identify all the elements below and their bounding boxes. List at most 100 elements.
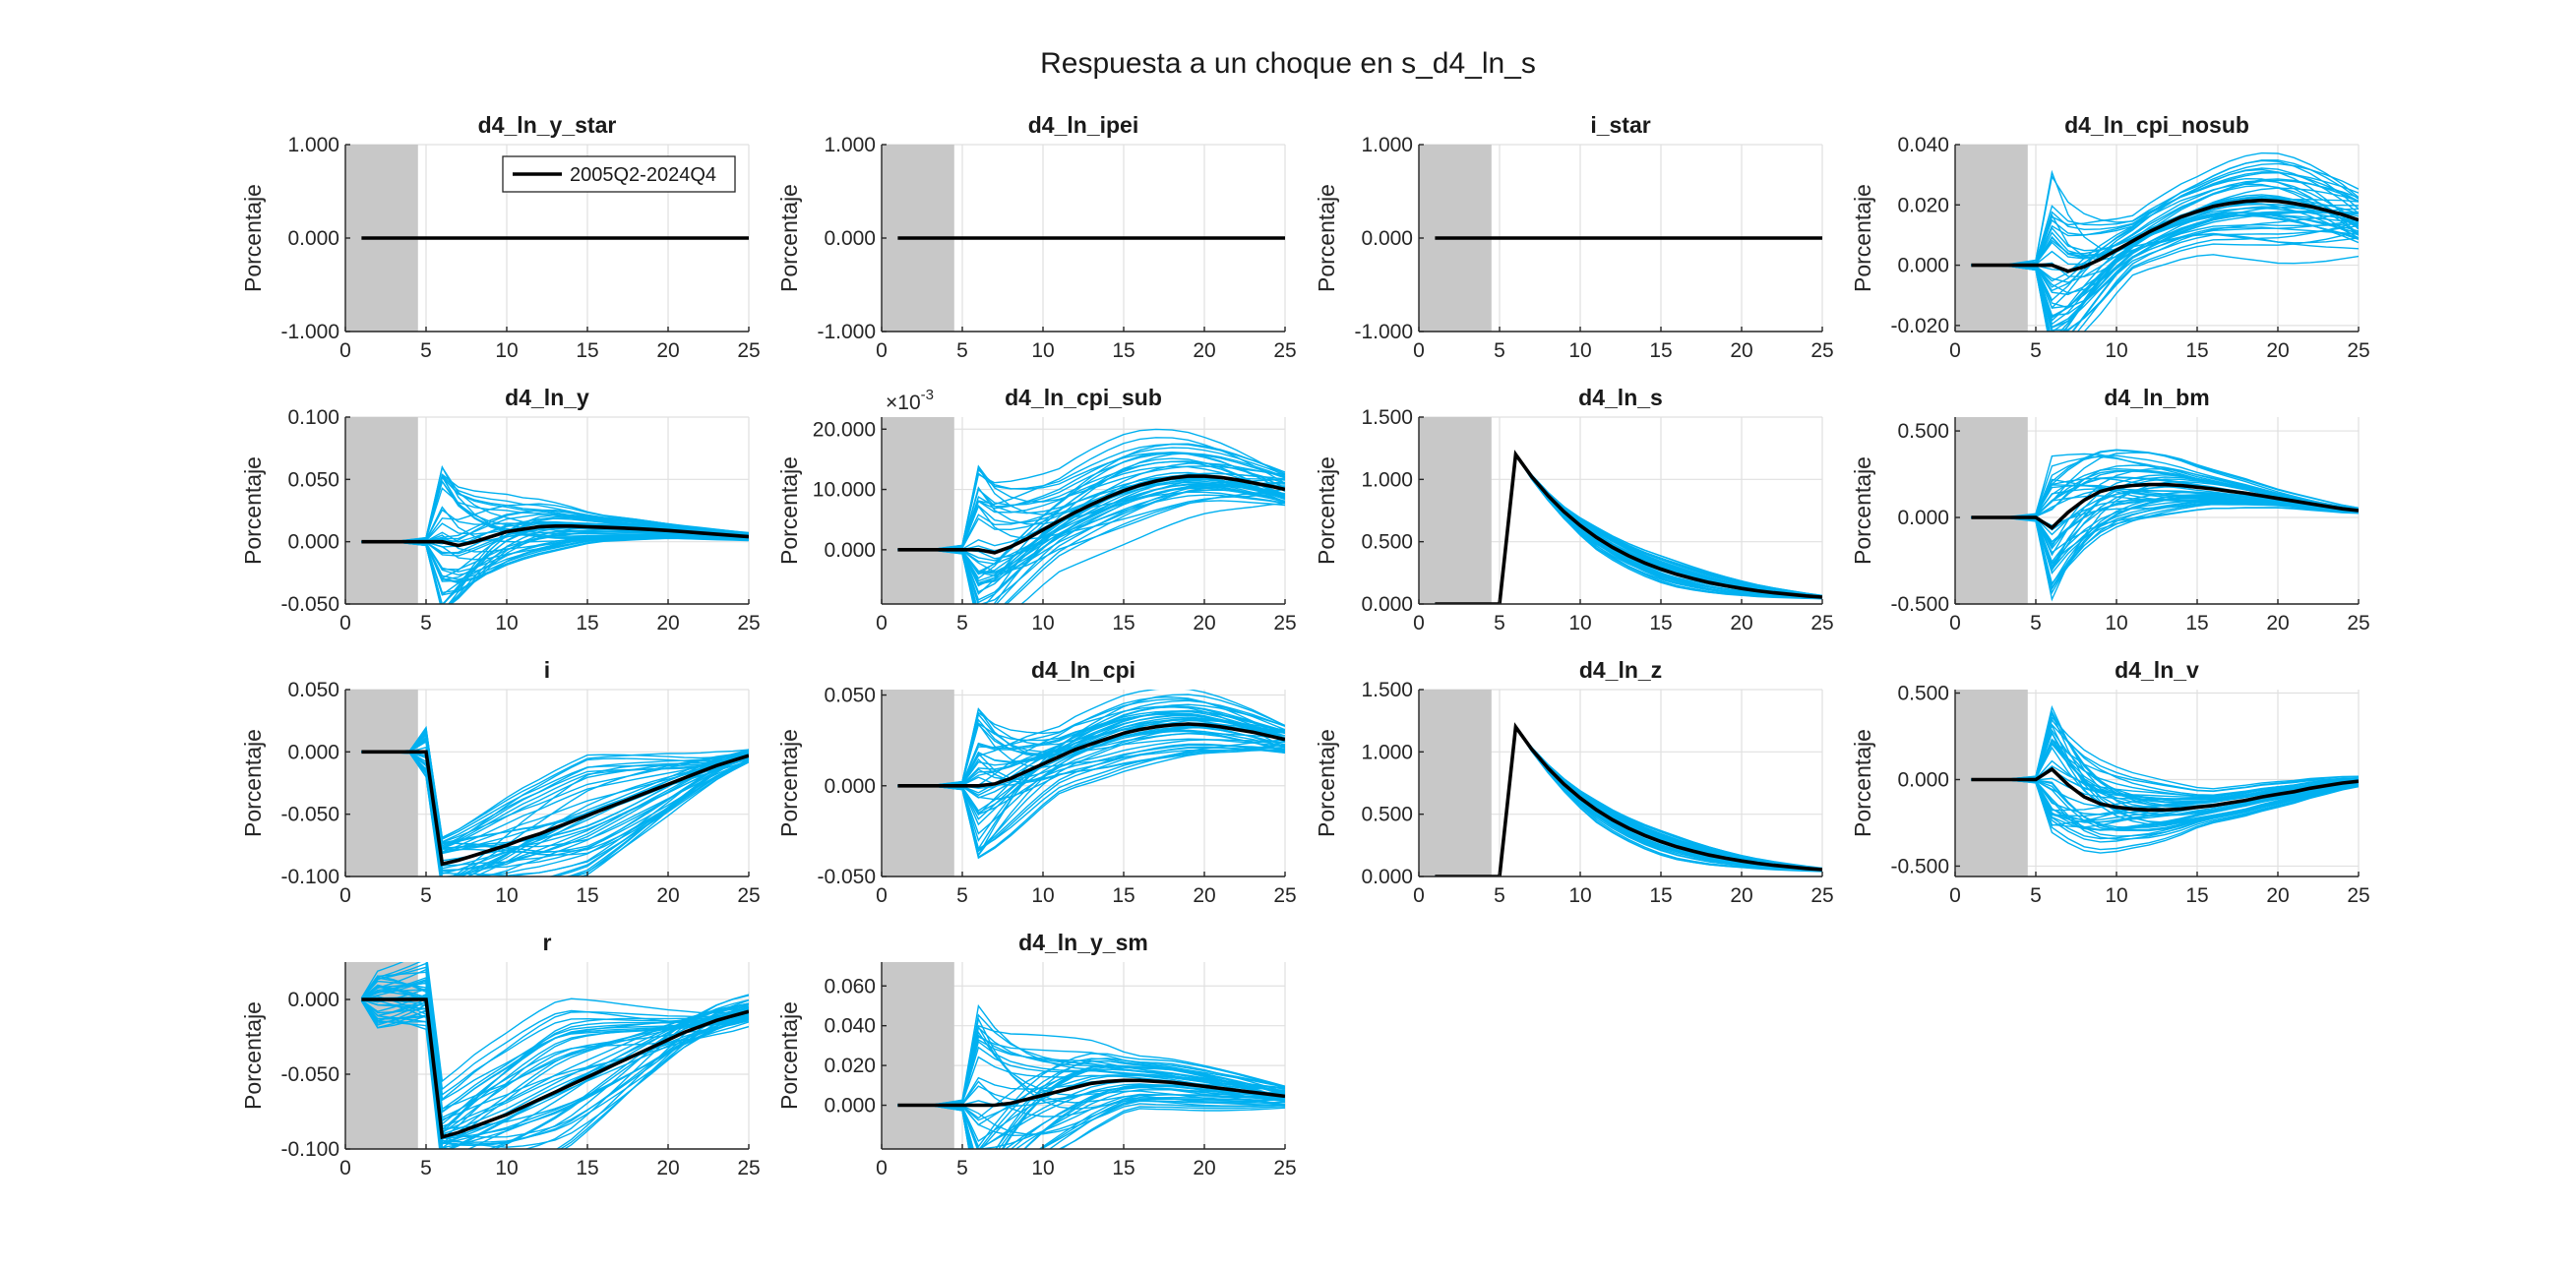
x-tick-label: 5 (1494, 612, 1505, 634)
draw-line (1435, 725, 1822, 876)
x-tick-label: 5 (956, 339, 968, 362)
y-axis-label: Porcentaje (240, 184, 266, 292)
draw-line (1435, 725, 1822, 876)
draw-line (897, 1094, 1285, 1149)
x-tick-label: 15 (1649, 612, 1672, 634)
draw-line (1435, 453, 1822, 604)
draw-line (897, 482, 1285, 604)
x-tick-label: 0 (1413, 884, 1425, 907)
draw-line (1971, 723, 2359, 823)
draw-line (1435, 453, 1822, 604)
draw-line (1435, 725, 1822, 876)
legend-label: 2005Q2-2024Q4 (570, 164, 716, 186)
y-tick-label: 0.050 (287, 679, 339, 701)
draw-line (1435, 453, 1822, 604)
x-tick-label: 5 (2030, 884, 2042, 907)
x-tick-label: 25 (1810, 612, 1833, 634)
x-tick-label: 20 (1730, 884, 1752, 907)
draw-line (1971, 213, 2359, 329)
draw-line (1435, 725, 1822, 876)
draw-line (897, 488, 1285, 574)
shaded-region (345, 690, 418, 876)
draw-line (1435, 725, 1822, 876)
draw-line (1435, 453, 1822, 604)
draw-line (1435, 453, 1822, 604)
y-tick-label: -1.000 (280, 321, 339, 343)
figure-title: Respuesta a un choque en s_d4_ln_s (1040, 47, 1536, 80)
draw-line (361, 751, 749, 876)
draw-line (1435, 453, 1822, 604)
shaded-region (882, 962, 954, 1149)
draw-line (1435, 453, 1822, 604)
subplot-title: d4_ln_y_sm (1018, 930, 1148, 955)
y-tick-label: 1.000 (1361, 134, 1413, 156)
x-tick-label: 20 (656, 884, 679, 907)
y-tick-label: 0.040 (824, 1015, 876, 1038)
shaded-region (1955, 145, 2028, 332)
draw-line (1435, 453, 1822, 604)
draw-line (1971, 778, 2359, 826)
draw-line (897, 718, 1285, 857)
draw-line (1435, 725, 1822, 876)
y-tick-label: 0.060 (824, 975, 876, 997)
x-tick-label: 5 (420, 339, 432, 362)
y-axis-label: Porcentaje (776, 184, 802, 292)
plot-lines (897, 428, 1285, 604)
x-tick-label: 20 (656, 339, 679, 362)
draw-line (1435, 725, 1822, 876)
x-tick-label: 10 (2105, 339, 2127, 362)
draw-line (1435, 725, 1822, 876)
draw-line (1435, 453, 1822, 604)
estimate-line (361, 997, 749, 1140)
y-tick-label: 0.000 (287, 741, 339, 763)
draw-line (1435, 725, 1822, 876)
y-axis-label: Porcentaje (240, 1001, 266, 1110)
draw-line (1435, 453, 1822, 604)
draw-line (897, 485, 1285, 604)
x-tick-label: 0 (1949, 884, 1961, 907)
y-axis-label: Porcentaje (776, 456, 802, 565)
x-tick-label: 10 (1031, 1157, 1054, 1179)
subplot-title: d4_ln_y (505, 385, 589, 410)
y-tick-label: 1.000 (824, 134, 876, 156)
x-tick-label: 20 (1193, 612, 1215, 634)
draw-line (1435, 453, 1822, 604)
draw-line (897, 705, 1285, 842)
draw-line (1435, 725, 1822, 876)
draw-line (1435, 724, 1822, 876)
draw-line (361, 535, 749, 594)
draw-line (1435, 725, 1822, 876)
x-tick-label: 5 (956, 884, 968, 907)
draw-line (1435, 725, 1822, 876)
x-tick-label: 10 (1568, 339, 1591, 362)
draw-line (1435, 453, 1822, 604)
plot-lines (1435, 450, 1822, 604)
x-tick-label: 5 (420, 1157, 432, 1179)
subplot-d4-ln-v: 0 5 10 15 20 25 -0.500 0.000 0.500 d4_ln_v Porcent… (1850, 657, 2370, 907)
plot-lines (1971, 704, 2359, 854)
subplot-i: 0 5 10 15 20 25 -0.100 -0.050 0.000 0.050 i Porcent… (240, 657, 761, 907)
draw-line (1971, 171, 2359, 267)
y-tick-label: 0.000 (824, 227, 876, 250)
estimate-line (897, 1078, 1285, 1108)
shaded-region (882, 417, 954, 604)
plot-lines (897, 690, 1285, 860)
subplot-title: i_star (1590, 112, 1650, 138)
estimate-line (1435, 450, 1822, 604)
estimate-line (361, 523, 749, 548)
draw-line (1435, 453, 1822, 604)
subplot-title: d4_ln_z (1579, 657, 1662, 683)
shaded-region (1419, 417, 1492, 604)
draw-line (1435, 452, 1822, 604)
x-tick-label: 5 (420, 612, 432, 634)
subplot-d4-ln-s: 0 5 10 15 20 25 0.000 0.500 1.000 1.500 d4_ln_s Por… (1314, 385, 1834, 634)
exponent-power: -3 (921, 387, 934, 403)
x-tick-label: 15 (1649, 339, 1672, 362)
x-tick-label: 25 (2347, 612, 2369, 634)
x-tick-label: 10 (1568, 884, 1591, 907)
draw-line (897, 484, 1285, 584)
subplot-d4-ln-bm: 0 5 10 15 20 25 -0.500 0.000 0.500 d4_ln_bm Porcen… (1850, 385, 2370, 634)
draw-line (360, 993, 749, 1125)
x-tick-label: 5 (1494, 884, 1505, 907)
x-tick-label: 15 (576, 612, 598, 634)
